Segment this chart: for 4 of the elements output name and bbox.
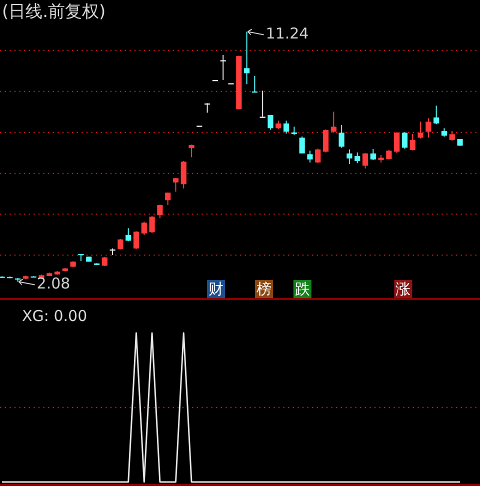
chart-title: (日线.前复权) — [2, 2, 106, 22]
annotation: 2.08 — [36, 274, 70, 293]
annotation: 11.24 — [266, 24, 309, 43]
chart-title: XG: 0.00 — [22, 307, 88, 325]
